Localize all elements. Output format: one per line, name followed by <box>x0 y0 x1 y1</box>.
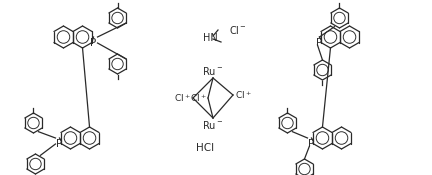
Text: Cl$^+$: Cl$^+$ <box>190 92 207 104</box>
Text: P: P <box>316 38 323 48</box>
Text: Ru$^-$: Ru$^-$ <box>202 65 224 77</box>
Text: P: P <box>56 139 63 149</box>
Text: Ru$^-$: Ru$^-$ <box>202 119 224 131</box>
Text: Cl$^+$: Cl$^+$ <box>235 89 252 101</box>
Text: P: P <box>90 38 97 48</box>
Text: P: P <box>308 139 314 149</box>
Text: Cl$^+$: Cl$^+$ <box>174 92 191 104</box>
Text: Cl$^-$: Cl$^-$ <box>229 24 247 36</box>
Text: HCl: HCl <box>196 143 214 153</box>
Text: HN: HN <box>203 33 218 43</box>
